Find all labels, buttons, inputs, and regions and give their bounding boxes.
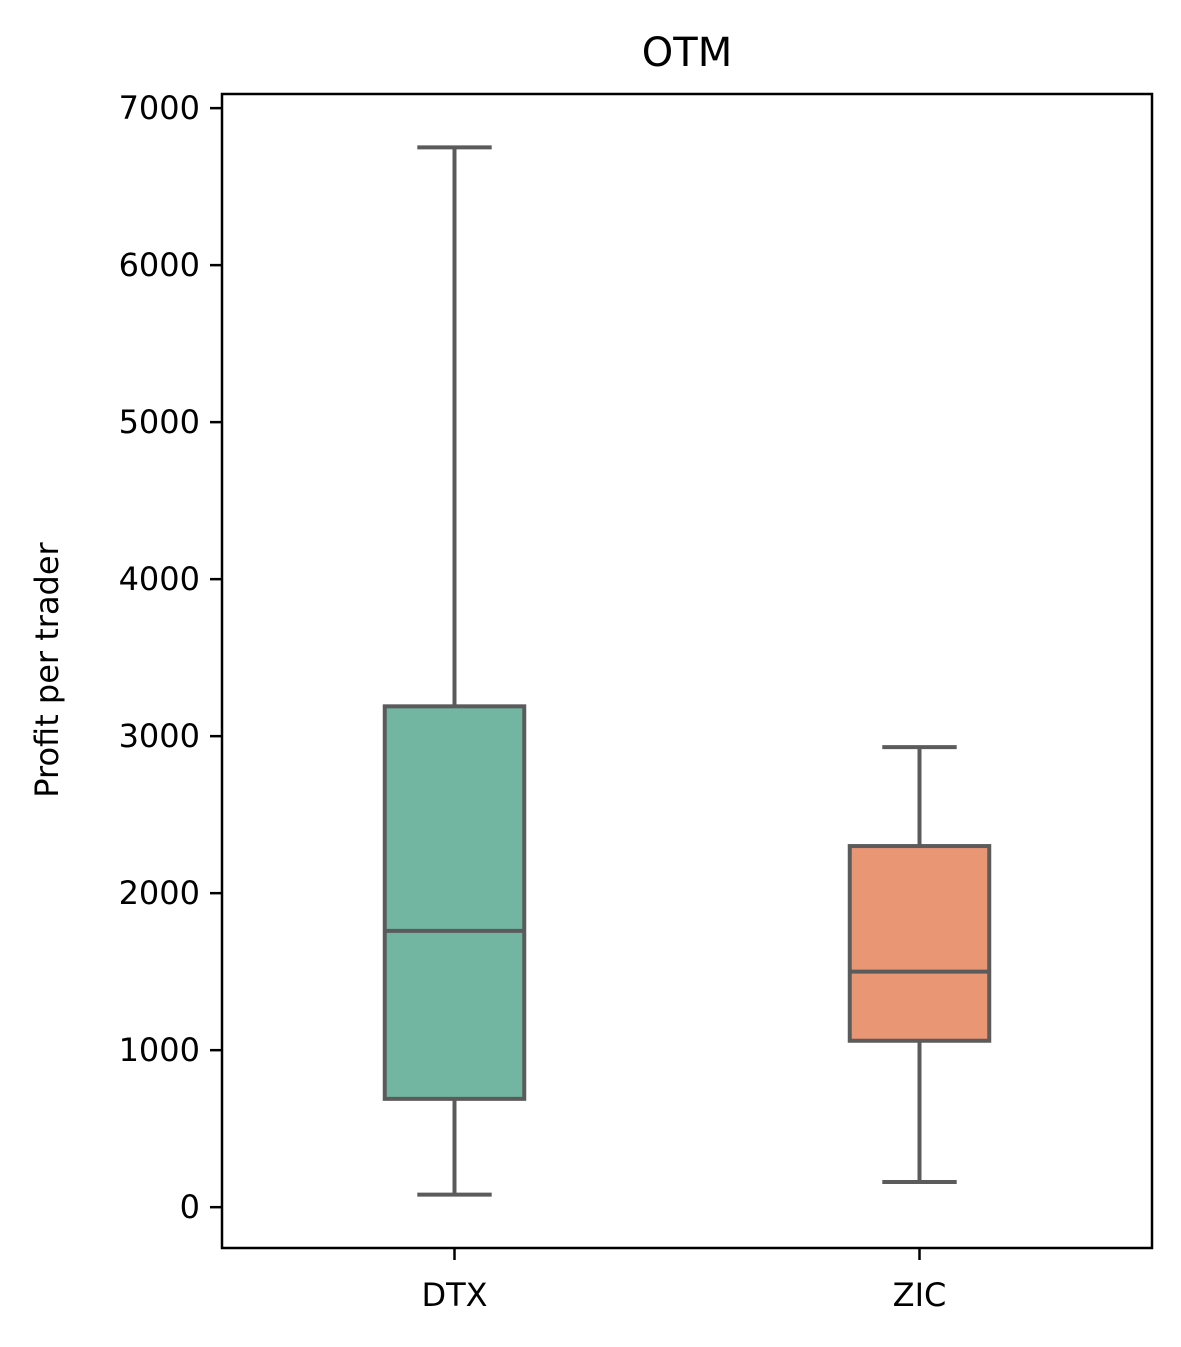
- iqr-box: [847, 844, 992, 1043]
- y-tick-label: 4000: [119, 560, 200, 598]
- y-tick-label: 6000: [119, 246, 200, 284]
- y-tick-label: 0: [180, 1188, 200, 1226]
- iqr-box: [382, 704, 527, 1101]
- y-tick-label: 3000: [119, 717, 200, 755]
- y-axis-label: Profit per trader: [28, 541, 66, 797]
- chart-title: OTM: [642, 30, 732, 76]
- y-axis: 0 1000 2000 3000 4000 5000 6000 7000: [119, 89, 222, 1226]
- x-axis: DTX ZIC: [421, 1248, 946, 1314]
- plot-frame: [220, 92, 1154, 1250]
- y-tick-label: 2000: [119, 874, 200, 912]
- y-tick-label: 5000: [119, 403, 200, 441]
- plot-area: [382, 145, 992, 1197]
- y-tick-label: 1000: [119, 1031, 200, 1069]
- x-tick-label: DTX: [421, 1276, 487, 1314]
- y-tick-label: 7000: [119, 89, 200, 127]
- box-dtx: [382, 145, 527, 1197]
- box-zic: [847, 745, 992, 1185]
- x-tick-label: ZIC: [893, 1276, 947, 1314]
